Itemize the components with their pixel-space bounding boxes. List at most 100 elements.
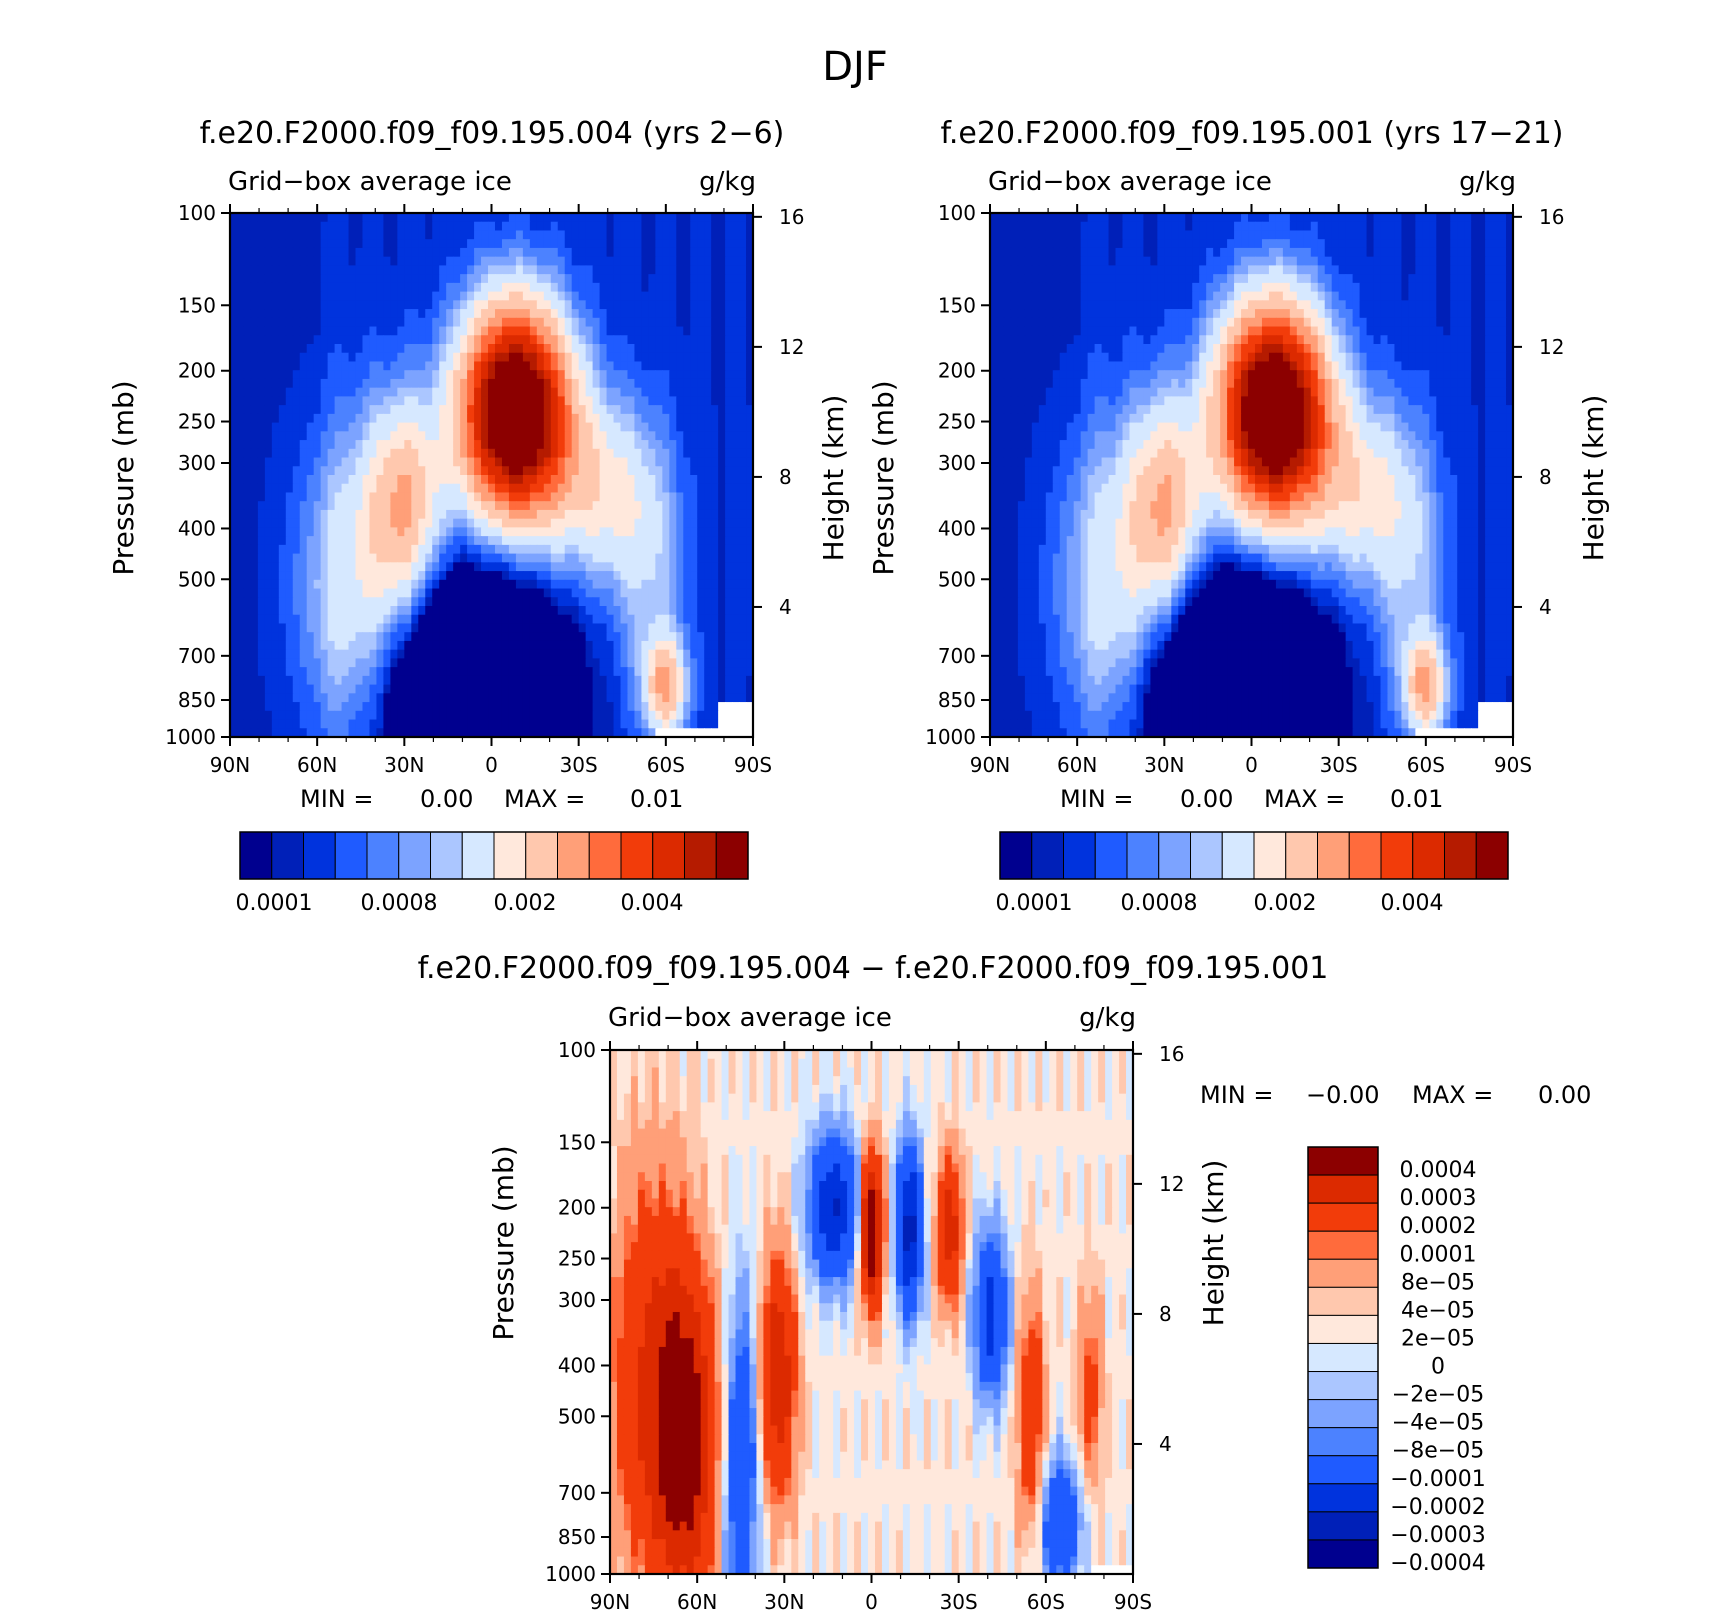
panel-a-cell <box>390 466 398 476</box>
panel-a-cell <box>481 317 489 328</box>
panel-a-cell <box>571 239 580 249</box>
panel-a-cell <box>376 606 385 616</box>
panel-a-cell <box>418 693 426 703</box>
panel-a-cell <box>278 579 287 590</box>
panel-a-cell <box>313 466 322 476</box>
panel-a-cell <box>648 501 656 511</box>
panel-a-cell <box>271 632 280 642</box>
panel-a-cell <box>732 457 740 467</box>
panel-a-cell <box>369 230 378 240</box>
panel-a-cell <box>348 378 357 389</box>
panel-a-cell <box>306 317 315 328</box>
panel-b-cell <box>1073 221 1082 232</box>
panel-a-cell <box>494 326 503 336</box>
panel-a-cell <box>383 239 391 249</box>
panel-b-cell <box>1220 239 1228 249</box>
panel-a-cell <box>397 553 405 563</box>
panel-a-cell <box>439 475 447 485</box>
panel-a-cell <box>522 702 531 712</box>
panel-a-cell <box>474 247 482 258</box>
panel-a-cell <box>341 300 350 310</box>
panel-b-cell <box>1206 247 1214 258</box>
panel-a-cell <box>704 544 712 555</box>
panel-a-cell <box>718 527 726 537</box>
panel-a-cell <box>411 378 419 389</box>
panel-a-cell <box>732 579 740 590</box>
panel-a-cell <box>230 667 238 677</box>
panel-a-cell <box>522 562 531 572</box>
panel-a-cell <box>397 492 405 502</box>
panel-a-cell <box>641 230 649 240</box>
panel-a-cell <box>578 457 587 467</box>
panel-a-cell <box>250 213 259 223</box>
panel-a-cell <box>634 352 643 363</box>
panel-a-cell <box>236 448 245 459</box>
panel-b-cell <box>1443 230 1451 240</box>
panel-a-cell <box>250 370 259 380</box>
panel-a-cell <box>501 326 510 336</box>
panel-a-cell <box>564 693 573 703</box>
panel-a-cell <box>488 719 496 729</box>
panel-a-cell <box>432 213 440 223</box>
panel-a-cell <box>230 256 238 266</box>
panel-a-cell <box>669 536 677 546</box>
panel-a-cell <box>446 588 454 598</box>
panel-a-cell <box>571 606 580 616</box>
panel-a-cell <box>404 274 412 284</box>
panel-a-cell <box>550 247 559 258</box>
panel-a-cell <box>418 658 426 668</box>
panel-a-cell <box>292 710 301 721</box>
panel-a-cell <box>320 440 329 450</box>
panel-a-cell <box>390 422 398 432</box>
panel-a-cell <box>648 213 656 223</box>
panel-a-cell <box>334 501 343 511</box>
panel-a-cell <box>376 675 385 686</box>
panel-a-cell <box>676 649 684 659</box>
panel-a-cell <box>243 562 252 572</box>
panel-a-cell <box>641 440 649 450</box>
panel-a-cell <box>460 440 468 450</box>
panel-a-cell <box>732 614 740 625</box>
panel-a-cell <box>285 370 294 380</box>
panel-a-cell <box>390 282 398 293</box>
panel-a-cell <box>662 396 670 406</box>
panel-a-cell <box>439 265 447 275</box>
panel-a-cell <box>334 597 343 607</box>
panel-a-cell <box>557 475 566 485</box>
panel-a-cell <box>299 579 308 590</box>
panel-a-cell <box>383 518 391 528</box>
panel-a-cell <box>257 588 266 598</box>
panel-a-cell <box>446 239 454 249</box>
panel-a-cell <box>746 247 754 258</box>
panel-a-cell <box>264 405 273 415</box>
panel-a-cell <box>501 344 510 354</box>
panel-a-cell <box>271 300 280 310</box>
panel-a-cell <box>627 352 636 363</box>
panel-a-cell <box>230 282 238 293</box>
panel-b-cell <box>1457 239 1465 249</box>
panel-a-ytick-label: 700 <box>178 644 216 668</box>
panel-a-cell <box>334 675 343 686</box>
panel-a-cell <box>369 378 378 389</box>
panel-a-cell <box>739 422 747 432</box>
panel-a-cell <box>243 213 252 223</box>
panel-a-cell <box>550 309 559 319</box>
panel-a-cell <box>453 527 461 537</box>
panel-a-cell <box>474 571 482 581</box>
panel-b-cell <box>1066 221 1075 232</box>
panel-a-cell <box>606 588 615 598</box>
panel-b-cell <box>1436 221 1444 232</box>
panel-a-cell <box>522 719 531 729</box>
panel-a-cell <box>732 440 740 450</box>
panel-a-cell <box>481 728 489 738</box>
panel-b-cell <box>1045 230 1054 240</box>
panel-a-cell <box>439 614 447 625</box>
panel-a-cell <box>522 405 531 415</box>
panel-a-cell <box>515 475 524 485</box>
panel-a-cell <box>641 667 649 677</box>
panel-a-cell <box>320 457 329 467</box>
panel-a-cell <box>250 492 259 502</box>
panel-a-cell <box>362 544 371 555</box>
panel-a-cell <box>613 597 622 607</box>
panel-a-cell <box>655 239 663 249</box>
